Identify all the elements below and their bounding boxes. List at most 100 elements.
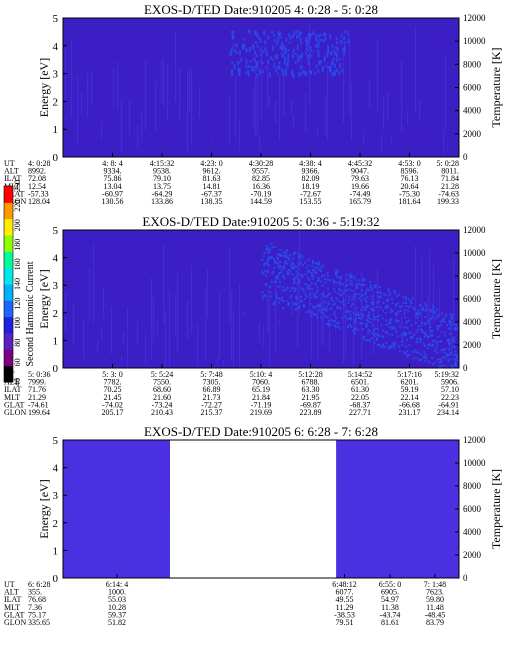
temperature-tick-label: 2000 xyxy=(463,340,482,350)
spectrogram-texture xyxy=(65,23,449,155)
temperature-tick-label: 2000 xyxy=(463,129,482,139)
cell-glat: -72.27 xyxy=(201,400,222,409)
energy-axis: 0 1 2 3 4 5 Energy [eV] xyxy=(37,13,67,164)
energy-tick-label: 2 xyxy=(53,518,59,530)
cell-mlt: 11.29 xyxy=(336,603,354,612)
row-label-glon: GLON xyxy=(4,197,26,206)
row-label-alt: ALT xyxy=(4,167,19,176)
temperature-tick-label: 4000 xyxy=(463,106,482,116)
plot-area-3 xyxy=(63,440,459,578)
colorbar-swatch xyxy=(4,186,13,203)
temperature-tick-label: 0 xyxy=(463,573,468,583)
energy-tick-label: 0 xyxy=(53,573,59,585)
energy-tick-label: 0 xyxy=(53,152,59,164)
energy-tick-label: 5 xyxy=(53,225,59,237)
row-label-mlt: MLT xyxy=(4,393,20,402)
energy-tick-label: 3 xyxy=(53,490,59,502)
colorbar-swatch xyxy=(4,267,13,285)
panel-1: EXOS-D/TED Date:910205 4: 0:28 - 5: 0:28… xyxy=(4,2,503,206)
cell-alt: 6788. xyxy=(302,378,320,387)
temperature-tick-label: 6000 xyxy=(463,504,482,514)
cell-ilat: 70.25 xyxy=(104,385,122,394)
cell-mlt: 20.64 xyxy=(401,182,419,191)
cell-glat: -74.49 xyxy=(350,189,371,198)
colorbar-swatch xyxy=(4,284,13,301)
cell-alt: 7550. xyxy=(153,378,171,387)
cell-mlt: 13.75 xyxy=(153,182,171,191)
temperature-tick-label: 0 xyxy=(463,363,468,373)
cell-mlt: 21.45 xyxy=(104,393,122,402)
energy-tick-label: 0 xyxy=(53,363,59,375)
cell-alt: 6501. xyxy=(351,378,369,387)
cell-mlt: 16.36 xyxy=(252,182,270,191)
cell-glon: 231.17 xyxy=(399,408,421,417)
cell-glat: -66.68 xyxy=(399,400,420,409)
panel-title: EXOS-D/TED Date:910205 6: 6:28 - 7: 6:28 xyxy=(144,424,378,439)
spectrogram-texture xyxy=(65,230,459,368)
cell-mlt: 22.14 xyxy=(401,393,419,402)
cell-glat: -75.30 xyxy=(399,189,420,198)
cell-glat: -74.63 xyxy=(438,189,459,198)
row-label-glat: GLAT xyxy=(4,189,25,198)
row-label-alt: ALT xyxy=(4,588,19,597)
cell-glon: 51.82 xyxy=(108,618,126,627)
cell-ut: 5:10: 4 xyxy=(250,370,272,379)
cell-alt: 9047. xyxy=(351,167,369,176)
cell-glat: -68.37 xyxy=(350,400,371,409)
cell-ilat: 76.68 xyxy=(28,595,46,604)
colorbar-swatch xyxy=(4,300,13,318)
cell-glon: 181.64 xyxy=(399,197,421,206)
cell-ilat: 54.97 xyxy=(381,595,399,604)
cell-ilat: 82.09 xyxy=(302,174,320,183)
orbit-table: UTALTILATMLTGLATGLON5: 0:367999.71.7621.… xyxy=(4,370,459,417)
cell-glon: 144.59 xyxy=(250,197,272,206)
cell-glon: 199.64 xyxy=(28,408,50,417)
colorbar-tick-label: 120 xyxy=(13,298,22,310)
cell-alt: 8596. xyxy=(401,167,419,176)
cell-ut: 7: 1:48 xyxy=(424,580,446,589)
cell-glat: 59.37 xyxy=(108,610,126,619)
cell-ilat: 81.63 xyxy=(203,174,221,183)
cell-ut: 5: 0:36 xyxy=(28,370,50,379)
colorbar-label: Second Harmonic Current xyxy=(25,261,36,366)
cell-ut: 5:17:16 xyxy=(397,370,421,379)
cell-mlt: 21.73 xyxy=(203,393,221,402)
cell-ilat: 75.86 xyxy=(104,174,122,183)
cell-glat: -60.97 xyxy=(102,189,123,198)
cell-glat: -74.61 xyxy=(28,400,49,409)
cell-glat: -73.24 xyxy=(152,400,173,409)
time-axis xyxy=(62,364,460,368)
colorbar-swatch xyxy=(4,251,13,269)
cell-ut: 6:55: 0 xyxy=(379,580,401,589)
cell-ut: 5:12:28 xyxy=(298,370,322,379)
cell-ilat: 76.13 xyxy=(401,174,419,183)
energy-tick-label: 5 xyxy=(53,13,59,25)
plot-area-1 xyxy=(63,18,459,157)
cell-ut: 4:45:32 xyxy=(348,159,372,168)
cell-glon: 234.14 xyxy=(437,408,459,417)
cell-glat: -69.87 xyxy=(300,400,321,409)
cell-glon: 227.71 xyxy=(349,408,371,417)
data-gap xyxy=(169,440,337,578)
cell-glon: 128.04 xyxy=(28,197,50,206)
cell-ilat: 79.63 xyxy=(351,174,369,183)
cell-ut: 5:14:52 xyxy=(348,370,372,379)
cell-mlt: 18.19 xyxy=(302,182,320,191)
row-label-ilat: ILAT xyxy=(4,174,21,183)
panel-title: EXOS-D/TED Date:910205 4: 0:28 - 5: 0:28 xyxy=(144,2,378,17)
row-label-ilat: ILAT xyxy=(4,595,21,604)
cell-glon: 219.69 xyxy=(250,408,272,417)
cell-ut: 5:19:32 xyxy=(435,370,459,379)
temperature-tick-label: 0 xyxy=(463,152,468,162)
energy-tick-label: 1 xyxy=(53,124,59,136)
temperature-tick-label: 8000 xyxy=(463,59,482,69)
energy-tick-label: 1 xyxy=(53,335,59,347)
temperature-axis: 0 2000 4000 6000 8000 10000 12000 Temperature [… xyxy=(455,225,503,373)
temperature-axis: 0 2000 4000 6000 8000 10000 12000 Temperature [… xyxy=(455,435,503,583)
cell-glat: -57.33 xyxy=(28,189,49,198)
cell-ut: 5: 7:48 xyxy=(200,370,222,379)
colorbar-tick-label: 40 xyxy=(13,378,22,386)
row-label-glat: GLAT xyxy=(4,400,25,409)
temperature-tick-label: 6000 xyxy=(463,294,482,304)
